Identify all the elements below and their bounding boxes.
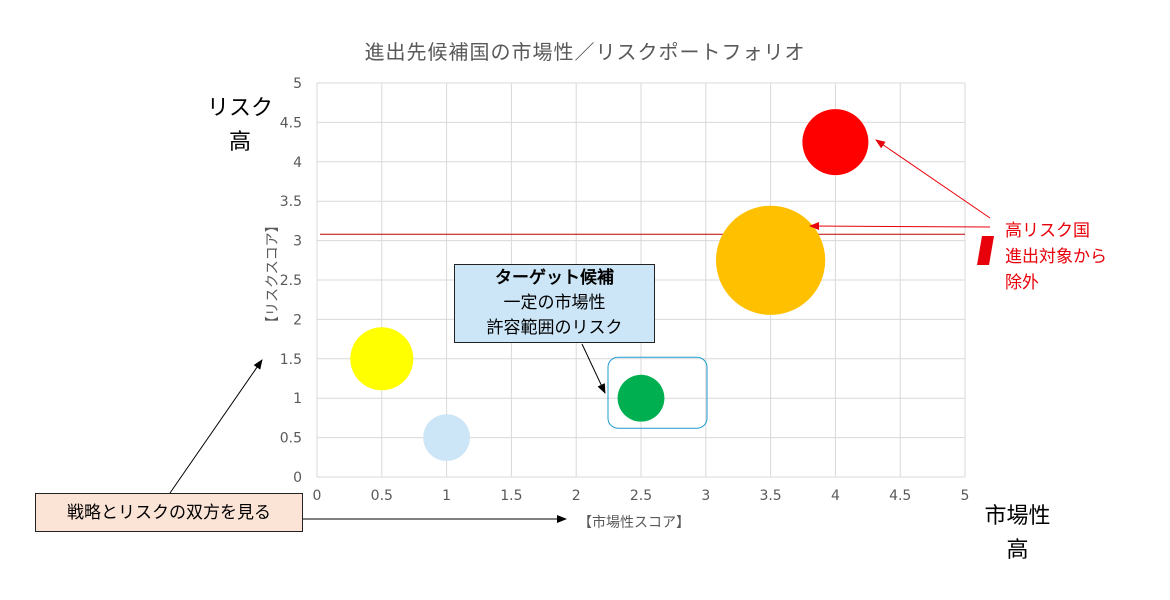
target-callout-line2: 許容範囲のリスク (486, 318, 623, 338)
y-tick-label: 1 (293, 391, 302, 407)
strategy-note-box: 戦略とリスクの双方を見る (35, 493, 303, 532)
high-risk-line3: 除外 (1005, 273, 1039, 293)
chart-title: 進出先候補国の市場性／リスクポートフォリオ (364, 40, 806, 64)
x-tick-label: 0 (313, 488, 322, 504)
high-risk-arrow-to-orange (809, 222, 991, 231)
y-tick-label: 5 (293, 76, 302, 92)
y-tick-label: 2.5 (280, 273, 302, 289)
red-marker-icon (977, 236, 994, 265)
risk-high-line1: リスク (206, 96, 273, 121)
bubble-4 (802, 109, 869, 176)
y-tick-label: 0.5 (280, 431, 302, 447)
x-tick-label: 3.5 (759, 488, 781, 504)
x-tick-label: 3 (701, 488, 710, 504)
x-tick-label: 4 (831, 488, 840, 504)
bubble-3 (716, 205, 826, 315)
high-risk-line2: 進出対象から (1005, 247, 1107, 267)
risk-high-line2: 高 (228, 130, 251, 155)
y-tick-label: 4.5 (280, 115, 302, 131)
x-tick-label: 1.5 (500, 488, 522, 504)
x-tick-label: 4.5 (889, 488, 911, 504)
x-tick-label: 1 (442, 488, 451, 504)
bubble-2 (617, 374, 665, 422)
x-tick-label: 0.5 (371, 488, 393, 504)
x-axis-title: 【市場性スコア】 (578, 515, 690, 531)
y-tick-label: 3 (293, 234, 302, 250)
high-risk-line1: 高リスク国 (1005, 221, 1090, 241)
y-axis-title: 【リスクスコア】 (265, 218, 281, 330)
market-high-label: 市場性 高 (970, 500, 1065, 568)
target-candidate-callout: ターゲット候補 一定の市場性 許容範囲のリスク (454, 264, 655, 343)
bubble-1 (423, 414, 470, 461)
x-tick-label: 2 (572, 488, 581, 504)
y-tick-label: 4 (293, 155, 302, 171)
x-tick-label: 2.5 (630, 488, 652, 504)
high-risk-note: 高リスク国 進出対象から 除外 (1005, 218, 1107, 296)
target-callout-line1: 一定の市場性 (503, 293, 606, 313)
y-tick-label: 2 (293, 312, 302, 328)
bubble-0 (350, 327, 414, 391)
risk-high-label: リスク 高 (200, 92, 280, 160)
target-callout-arrow (581, 343, 606, 394)
high-risk-arrow-to-red (875, 139, 991, 219)
market-high-line2: 高 (1006, 538, 1029, 563)
x-tick-label: 5 (961, 488, 970, 504)
market-high-line1: 市場性 (984, 504, 1051, 529)
target-callout-title: ターゲット候補 (495, 268, 614, 288)
y-tick-label: 3.5 (280, 194, 302, 210)
y-tick-label: 0 (293, 470, 302, 486)
strategy-arrow-up (169, 359, 263, 494)
y-tick-label: 1.5 (280, 352, 302, 368)
target-highlight-frame (607, 356, 708, 429)
